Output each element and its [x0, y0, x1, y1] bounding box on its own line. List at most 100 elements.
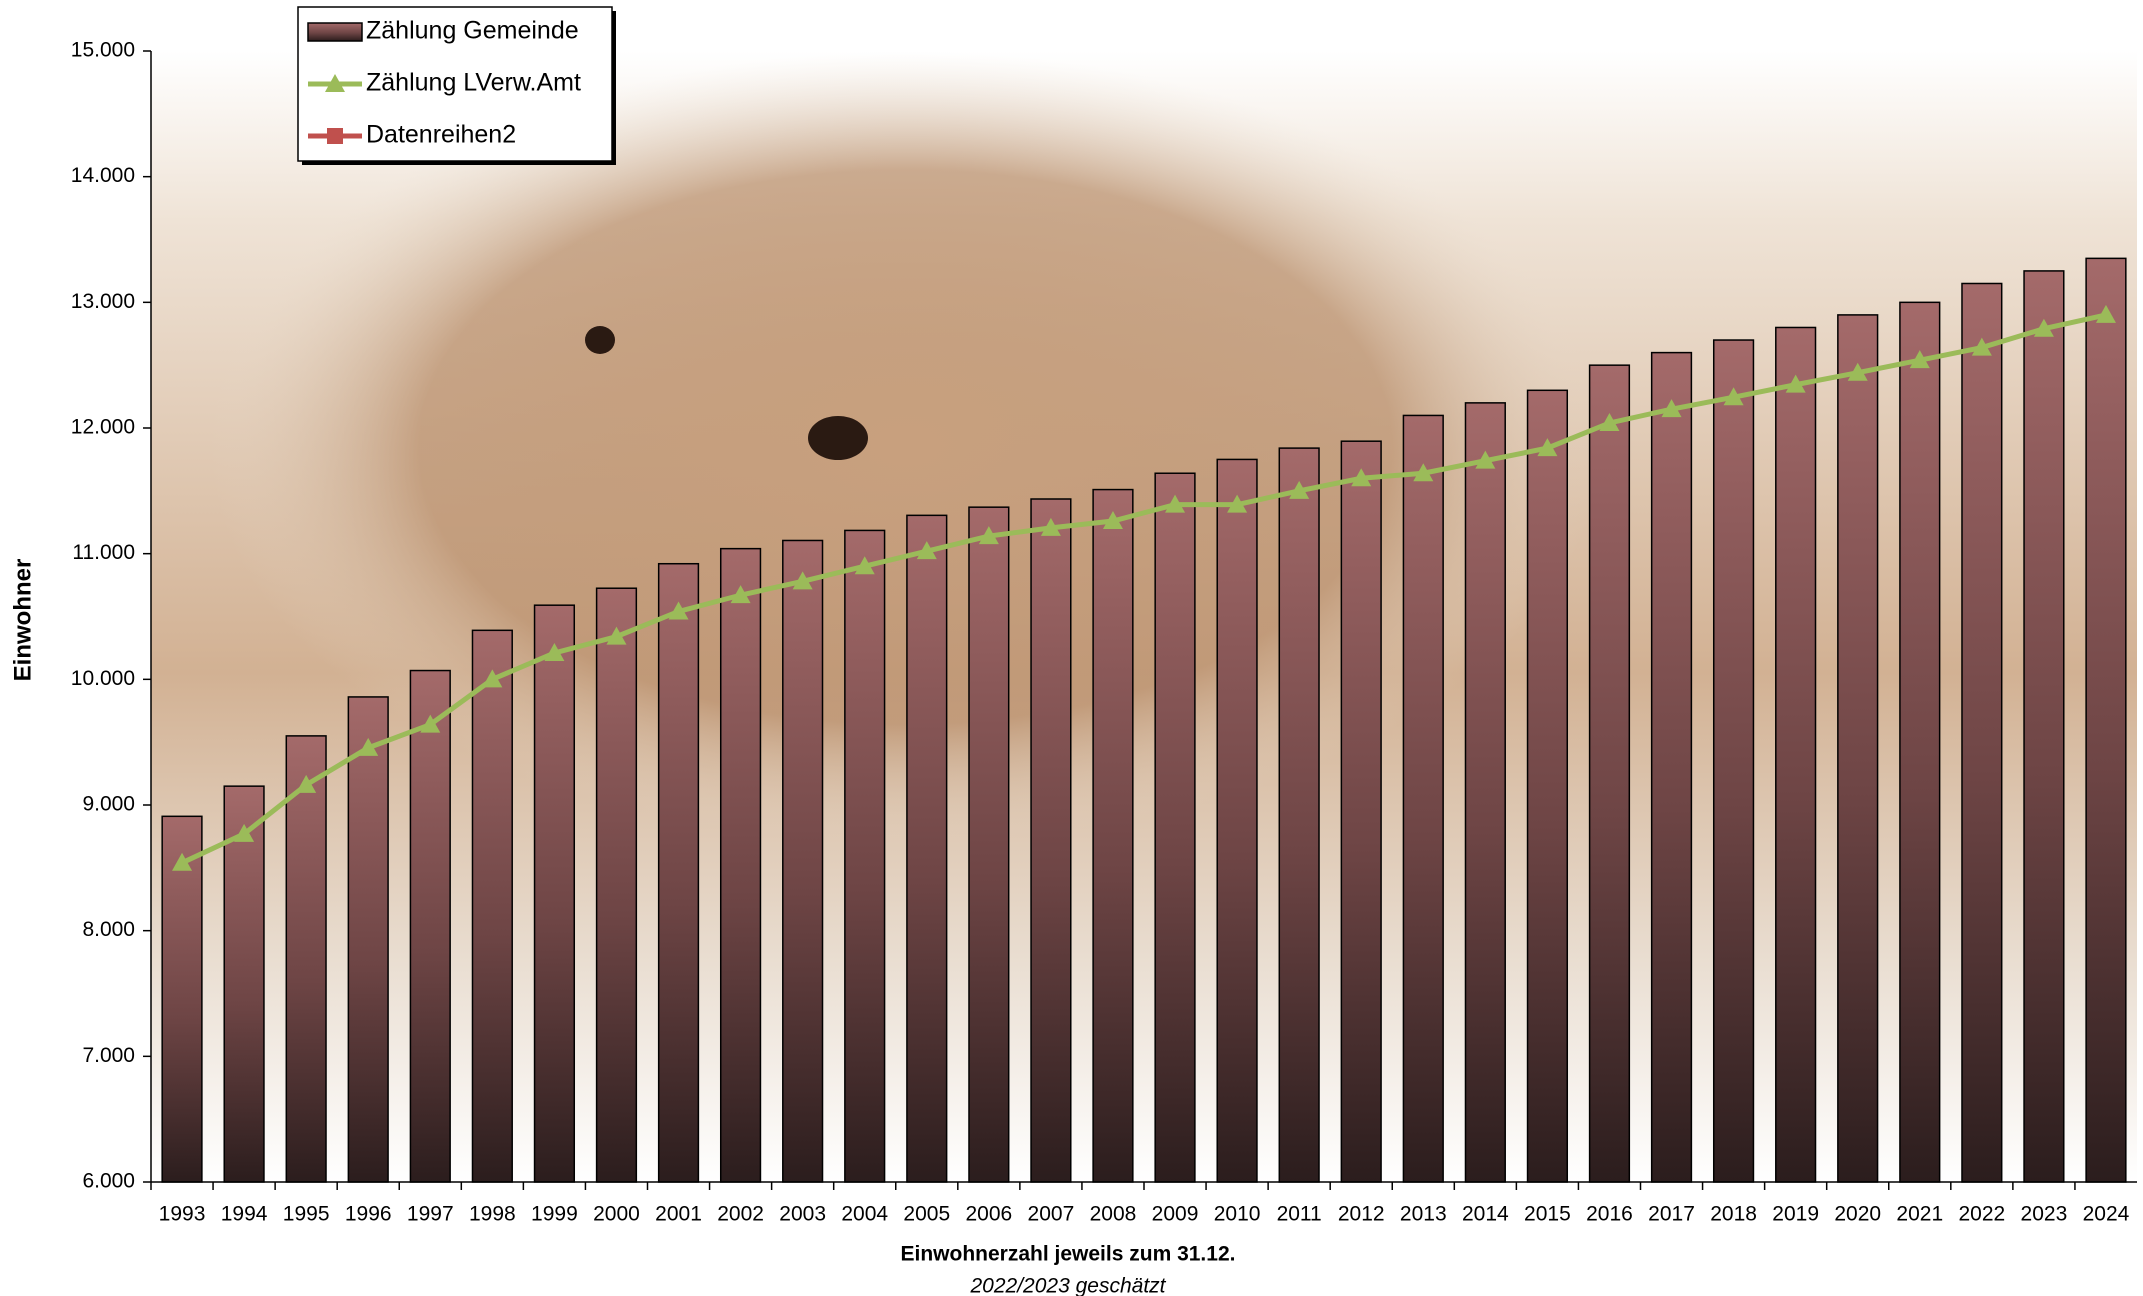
- bar: [161, 815, 203, 1183]
- marker: [792, 571, 813, 590]
- legend-swatch: [307, 22, 363, 42]
- x-tick-label: 2021: [1896, 1203, 1943, 1226]
- bar: [223, 785, 265, 1183]
- x-tick-label: 2000: [593, 1203, 640, 1226]
- legend-label: Zählung Gemeinde: [366, 17, 579, 45]
- x-tick-label: 1996: [345, 1203, 392, 1226]
- marker: [978, 526, 999, 545]
- bar: [1961, 282, 2003, 1183]
- marker: [606, 626, 627, 645]
- marker: [1413, 463, 1434, 482]
- x-axis-title: Einwohnerzahl jeweils zum 31.12.: [901, 1243, 1236, 1266]
- marker: [1971, 337, 1992, 356]
- marker: [234, 823, 255, 842]
- marker: [854, 556, 875, 575]
- y-tick-label: 7.000: [82, 1044, 135, 1067]
- bar: [782, 539, 824, 1183]
- x-tick-label: 2024: [2083, 1203, 2130, 1226]
- plot-area: [161, 257, 2127, 1183]
- y-tick-label: 11.000: [72, 541, 135, 564]
- marker: [1785, 374, 1806, 393]
- x-tick-label: 1998: [469, 1203, 516, 1226]
- bar: [1154, 472, 1196, 1183]
- x-tick-label: 2004: [841, 1203, 888, 1226]
- y-tick-label: 14.000: [71, 164, 135, 187]
- bar: [844, 529, 886, 1183]
- legend-marker: [327, 128, 343, 144]
- y-tick-label: 10.000: [71, 667, 135, 690]
- x-tick-label: 2001: [655, 1203, 702, 1226]
- bar: [1526, 389, 1569, 1183]
- bar: [1712, 339, 1755, 1183]
- marker: [1847, 362, 1868, 381]
- bar: [719, 547, 762, 1183]
- x-tick-label: 2005: [903, 1203, 950, 1226]
- x-tick-label: 1995: [283, 1203, 330, 1226]
- x-tick-label: 2020: [1834, 1203, 1881, 1226]
- marker: [2095, 304, 2116, 323]
- x-tick-label: 1993: [159, 1203, 206, 1226]
- photo-eye: [585, 326, 615, 354]
- bar: [2085, 257, 2127, 1183]
- marker: [1661, 399, 1682, 418]
- y-tick-label: 9.000: [82, 793, 135, 816]
- bar: [1588, 364, 1631, 1183]
- marker: [1723, 387, 1744, 406]
- bar: [533, 604, 576, 1183]
- marker: [916, 541, 937, 560]
- bar: [1775, 326, 1817, 1183]
- bar: [906, 514, 948, 1183]
- x-tick-label: 2008: [1090, 1203, 1137, 1226]
- bar: [1837, 314, 1879, 1183]
- bar: [1216, 458, 1258, 1183]
- x-tick-label: 2022: [1958, 1203, 2005, 1226]
- x-tick-label: 2018: [1710, 1203, 1757, 1226]
- marker: [1351, 468, 1372, 487]
- x-tick-label: 2006: [965, 1203, 1012, 1226]
- marker: [1040, 517, 1061, 536]
- bar: [347, 696, 389, 1183]
- y-tick-label: 6.000: [82, 1170, 135, 1193]
- bar: [1092, 488, 1134, 1183]
- x-tick-label: 1997: [407, 1203, 454, 1226]
- marker: [730, 585, 751, 604]
- x-tick-label: 2015: [1524, 1203, 1571, 1226]
- bar: [968, 506, 1010, 1183]
- x-tick-label: 2003: [779, 1203, 826, 1226]
- photo-eye: [808, 416, 868, 460]
- x-tick-label: 2010: [1214, 1203, 1261, 1226]
- x-tick-label: 2023: [2021, 1203, 2068, 1226]
- bar: [2023, 270, 2065, 1183]
- marker: [358, 737, 379, 756]
- x-tick-label: 2009: [1152, 1203, 1199, 1226]
- marker: [668, 601, 689, 620]
- y-tick-label: 8.000: [82, 918, 135, 941]
- bar: [409, 669, 451, 1183]
- line: [180, 312, 2107, 866]
- bar: [1650, 351, 1693, 1183]
- marker: [544, 642, 565, 661]
- marker: [296, 774, 317, 793]
- marker: [1599, 412, 1620, 431]
- marker: [1165, 494, 1186, 513]
- bar: [1278, 447, 1320, 1183]
- x-tick-label: 2011: [1277, 1203, 1322, 1226]
- bar: [1402, 414, 1444, 1183]
- x-tick-label: 2013: [1400, 1203, 1447, 1226]
- marker: [2033, 318, 2054, 337]
- x-tick-label: 2019: [1772, 1203, 1819, 1226]
- marker: [1537, 438, 1558, 457]
- bar: [1030, 498, 1072, 1183]
- y-tick-label: 13.000: [71, 290, 135, 313]
- bar: [1899, 301, 1941, 1183]
- subtitle: 2022/2023 geschätzt: [970, 1275, 1167, 1296]
- bar: [1340, 440, 1382, 1183]
- bar: [657, 562, 700, 1183]
- bar: [595, 587, 638, 1183]
- marker: [1227, 494, 1248, 513]
- x-tick-label: 1999: [531, 1203, 578, 1226]
- marker: [1909, 350, 1930, 369]
- x-tick-label: 2002: [717, 1203, 764, 1226]
